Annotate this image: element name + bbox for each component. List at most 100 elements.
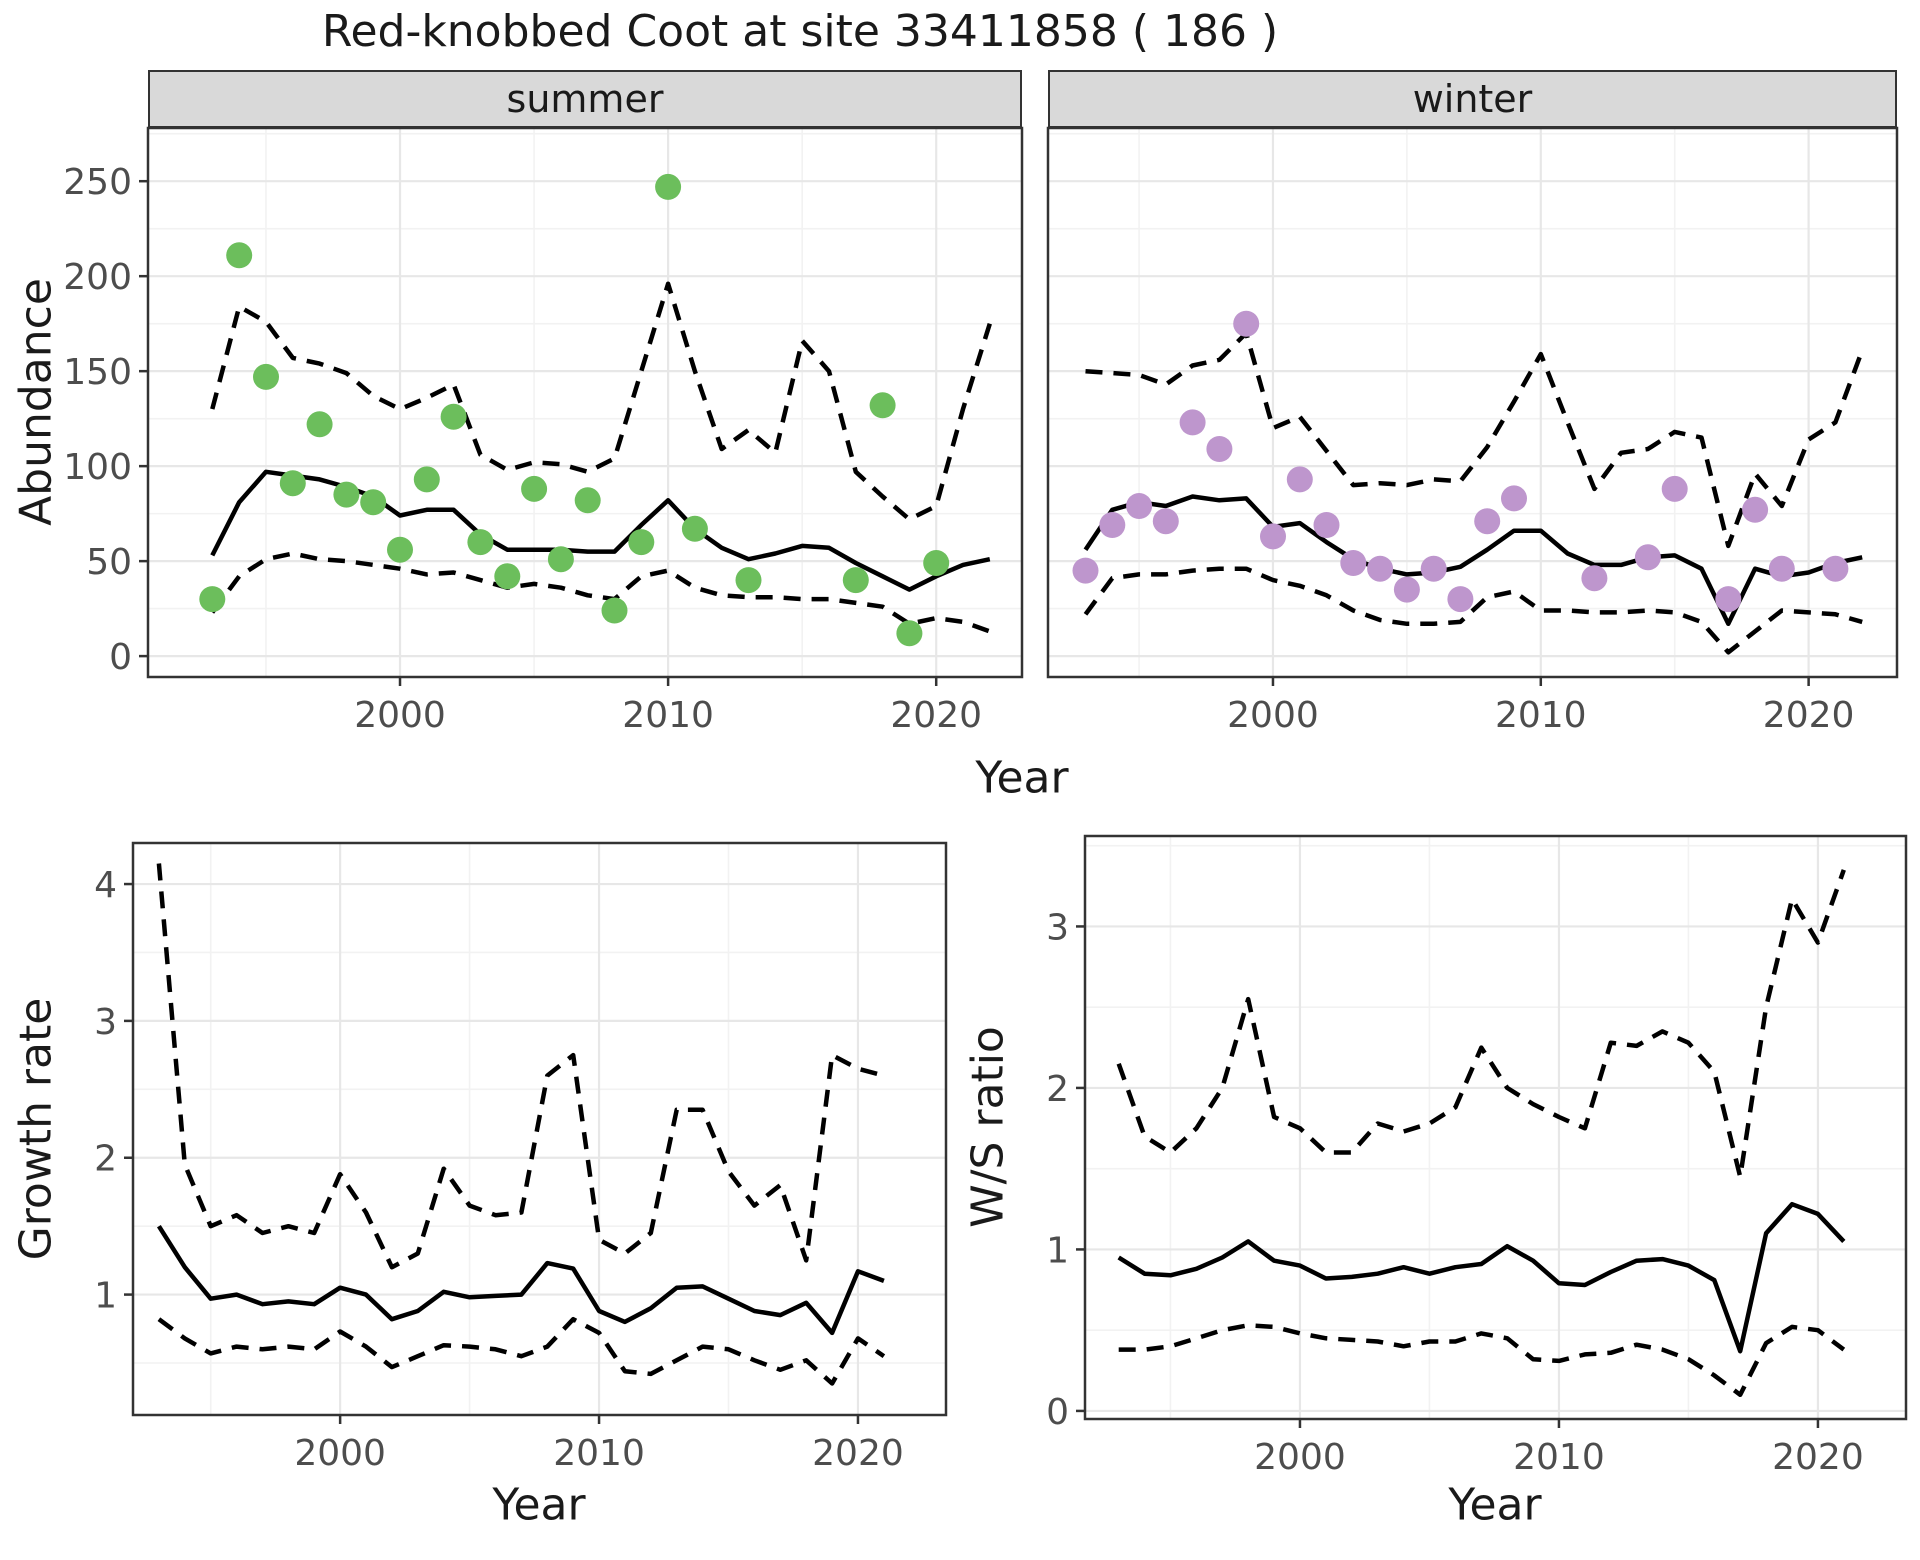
x-axis-title-year-bottom-right: Year [1448, 1479, 1542, 1531]
data-point [494, 563, 521, 590]
data-points [1072, 310, 1849, 613]
mean-line [156, 1224, 885, 1336]
data-point [467, 529, 494, 556]
y-tick-label: 50 [86, 542, 132, 583]
y-tick-label: 1 [94, 1276, 117, 1317]
data-point [1206, 436, 1233, 462]
data-point [387, 536, 413, 563]
ci-lower-line [1083, 566, 1863, 655]
figure-title: Red-knobbed Coot at site 33411858 ( 186 … [321, 6, 1279, 57]
panel-border [131, 841, 948, 1417]
data-point [1340, 550, 1367, 576]
data-point [1768, 555, 1795, 582]
data-point [333, 481, 360, 508]
x-tick-label: 2010 [553, 1433, 645, 1474]
data-point [628, 529, 655, 556]
data-point [547, 546, 574, 573]
ci-upper-line [1116, 869, 1846, 1180]
ci-upper-line [156, 863, 885, 1270]
panel-w-s-ratio: 2000 2010 2020 0 1 2 3 [1046, 834, 1908, 1478]
data-point [1286, 466, 1313, 493]
facet-strip-winter: winter [1048, 70, 1897, 128]
panel-border [146, 126, 1024, 679]
data-point [440, 403, 467, 430]
data-points [199, 173, 950, 647]
x-axis-ticks: 2000 2010 2020 [1254, 1419, 1864, 1478]
gridlines-major [148, 128, 1022, 677]
x-axis-title-year-bottom-left: Year [492, 1479, 586, 1531]
gridlines-major [1048, 128, 1897, 677]
data-point [735, 567, 762, 594]
data-point [681, 515, 708, 542]
data-point [521, 475, 548, 502]
data-point [306, 411, 333, 438]
data-point [1152, 508, 1179, 535]
ci-lower-line [1118, 1323, 1846, 1398]
data-point [1742, 496, 1769, 523]
y-tick-label: 1 [1046, 1230, 1069, 1271]
panel-border [1083, 834, 1908, 1421]
data-point [199, 586, 226, 613]
data-point [226, 242, 253, 269]
data-point [923, 550, 950, 576]
data-point [1367, 555, 1394, 582]
data-point [1501, 485, 1527, 512]
mean-line [1117, 1201, 1846, 1354]
data-point [1313, 512, 1340, 538]
x-tick-label: 2020 [890, 695, 982, 736]
x-tick-label: 2020 [1763, 695, 1855, 736]
gridlines-major [1085, 836, 1906, 1419]
data-point [896, 620, 923, 647]
y-axis-ticks: 0 50 100 150 200 250 [63, 162, 148, 678]
data-point [413, 466, 440, 493]
x-tick-label: 2000 [294, 1433, 386, 1474]
data-point [842, 567, 869, 594]
data-point [1822, 555, 1849, 582]
data-point [1233, 310, 1260, 337]
x-axis-ticks: 2000 2010 2020 [354, 677, 982, 736]
data-point [1474, 508, 1501, 535]
panel-border [1046, 126, 1899, 679]
ci-upper-line [210, 281, 992, 522]
x-tick-label: 2010 [1495, 695, 1587, 736]
gridlines-minor [148, 128, 1022, 677]
data-point [1581, 565, 1608, 592]
x-axis-title-year-top: Year [975, 752, 1069, 804]
data-point [253, 363, 279, 390]
y-tick-label: 3 [94, 1002, 117, 1043]
data-point [1661, 475, 1688, 502]
data-point [1179, 409, 1206, 436]
y-tick-label: 200 [63, 257, 132, 298]
x-tick-label: 2010 [1513, 1437, 1605, 1478]
x-tick-label: 2020 [812, 1433, 904, 1474]
y-tick-label: 3 [1046, 907, 1069, 948]
y-tick-label: 2 [94, 1139, 117, 1180]
data-point [655, 173, 682, 200]
facet-strip-summer: summer [148, 70, 1022, 128]
panel-winter: 2000 2010 2020 [1046, 126, 1899, 736]
y-tick-label: 250 [63, 162, 132, 203]
panel-growth-rate: 2000 2010 2020 1 2 3 4 [94, 841, 948, 1474]
x-tick-label: 2000 [354, 695, 446, 736]
x-axis-ticks: 2000 2010 2020 [294, 1415, 904, 1474]
data-point [1099, 512, 1126, 538]
y-tick-label: 4 [94, 865, 117, 906]
y-tick-label: 0 [1046, 1392, 1069, 1433]
y-tick-label: 0 [109, 637, 132, 678]
x-tick-label: 2010 [622, 695, 714, 736]
data-point [1072, 557, 1099, 584]
panel-summer: 2000 2010 2020 0 50 100 150 200 250 [63, 126, 1024, 736]
mean-line [1083, 494, 1863, 627]
ci-lower-line [157, 1316, 886, 1386]
data-point [1260, 523, 1286, 550]
x-tick-label: 2000 [1227, 695, 1319, 736]
y-tick-label: 100 [63, 447, 132, 488]
y-tick-label: 2 [1046, 1069, 1069, 1110]
y-axis-ticks: 0 1 2 3 [1046, 907, 1085, 1433]
facet-strip-winter-label: winter [1412, 77, 1533, 121]
gridlines-minor [133, 843, 946, 1415]
data-point [1126, 493, 1153, 519]
data-point [1447, 586, 1474, 613]
